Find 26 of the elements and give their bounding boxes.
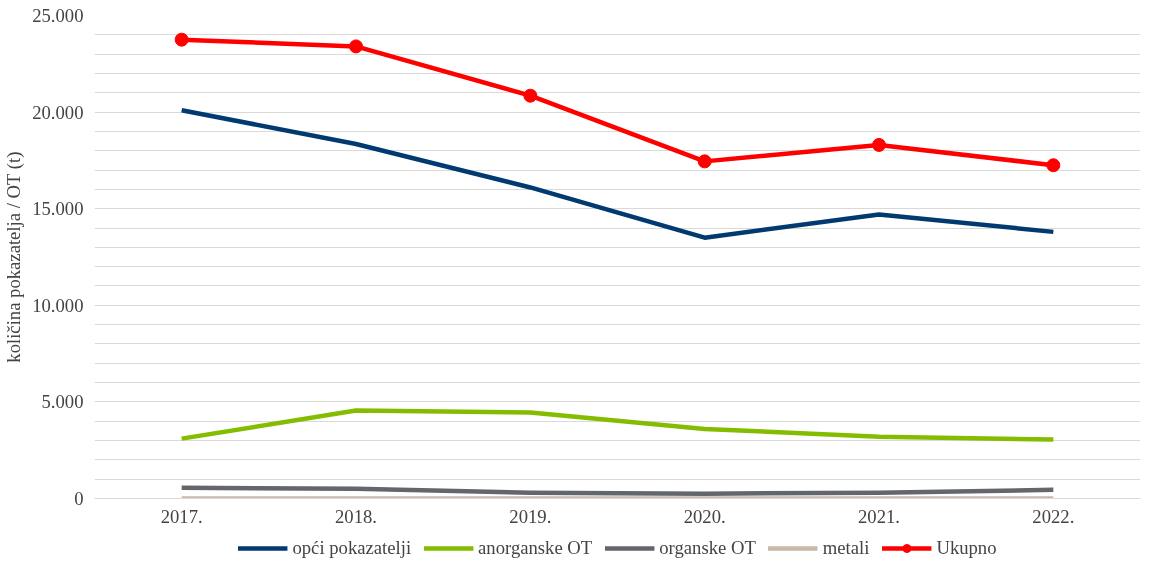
x-tick-label: 2020.: [683, 505, 726, 527]
point: [523, 88, 538, 103]
point: [174, 32, 189, 47]
x-tick-label: 2018.: [335, 505, 377, 527]
y-tick-label: 25.000: [32, 5, 84, 26]
line-series: [179, 107, 1056, 240]
legend-label: metali: [822, 536, 870, 559]
y-tick-label: 20.000: [32, 101, 84, 123]
x-tick-label: 2019.: [509, 505, 552, 527]
point: [872, 137, 886, 152]
point: [697, 154, 712, 169]
x-tick-label: 2022.: [1032, 505, 1075, 527]
y-tick-label: 5.000: [41, 391, 84, 413]
legend-label: anorganske OT: [478, 536, 593, 559]
x-tick-label: 2021.: [858, 505, 900, 527]
legend-label: Ukupno: [936, 536, 997, 559]
line-series: [179, 408, 1056, 442]
point: [1046, 158, 1061, 173]
y-axis-title: količina pokazatelja / OT (t): [3, 151, 26, 363]
y-tick-label: 15.000: [32, 198, 84, 220]
legend-label: organske OT: [659, 536, 756, 559]
legend-label: opći pokazatelji: [292, 536, 412, 559]
y-tick-label: 0: [74, 488, 84, 509]
point: [349, 39, 363, 54]
y-tick-label: 10.000: [32, 294, 84, 316]
x-tick-label: 2017.: [160, 505, 203, 527]
